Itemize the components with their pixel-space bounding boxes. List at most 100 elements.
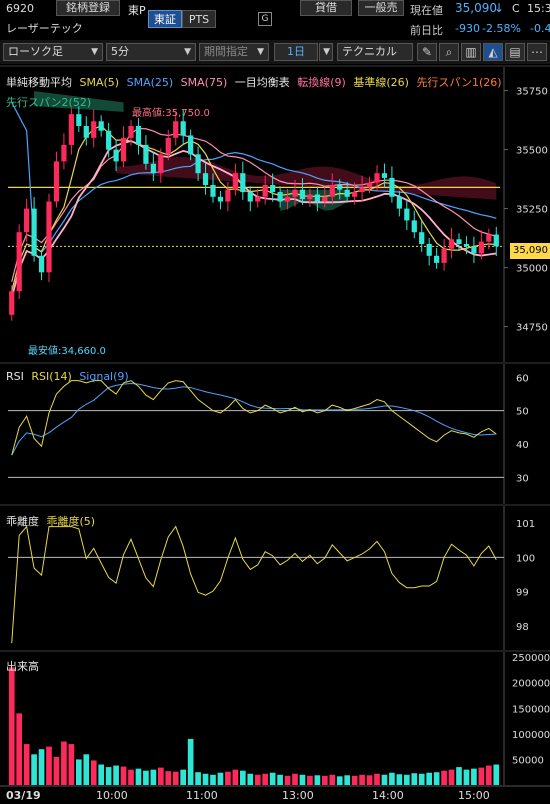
volume-bar	[418, 773, 425, 785]
period-label: 期間指定	[204, 45, 248, 58]
extra-icon[interactable]: ⋯	[527, 43, 547, 61]
candle-body	[61, 144, 67, 162]
candle-body	[277, 192, 283, 202]
volume-y-tick: 200000	[512, 679, 550, 690]
chevron-down-icon: ▼	[323, 47, 330, 57]
main-y-tick: 35000	[516, 264, 548, 275]
range-button[interactable]: 1日	[274, 43, 318, 61]
candle-icon[interactable]: ▤	[505, 43, 525, 61]
x-label-1000: 10:00	[96, 789, 128, 802]
volume-bar	[202, 773, 209, 785]
candle-body	[366, 182, 373, 188]
legend-ichimoku: 一目均衡表	[234, 76, 290, 89]
volume-bar	[336, 776, 343, 785]
volume-bar	[262, 773, 269, 785]
volume-bar	[113, 765, 119, 785]
candle-body	[173, 121, 179, 138]
volume-bar	[403, 774, 410, 785]
chevron-down-icon: ▼	[257, 47, 264, 57]
tab-pts[interactable]: PTS	[182, 10, 216, 28]
sma5-line	[11, 125, 497, 292]
bar-icon[interactable]: ▥	[461, 43, 481, 61]
volume-bar	[471, 768, 477, 785]
candle-body	[456, 239, 462, 244]
candle-body	[389, 177, 395, 197]
chart-type-label: ローソク足	[8, 45, 63, 58]
volume-bar	[292, 773, 298, 785]
volume-bar	[135, 768, 142, 785]
volume-bar	[98, 764, 105, 785]
volume-bar	[53, 756, 60, 785]
volume-bar	[150, 769, 157, 785]
volume-bar	[307, 775, 313, 785]
volume-bar	[485, 765, 492, 785]
legend-signal: Signal(9)	[79, 370, 129, 383]
pencil-icon[interactable]: ✎	[417, 43, 437, 61]
register-button[interactable]: 銘柄登録	[56, 0, 120, 16]
main-y-tick: 35750	[516, 87, 548, 98]
zoom-icon[interactable]: ⌕	[439, 43, 459, 61]
volume-bar	[456, 767, 462, 785]
legend-sma75: SMA(75)	[180, 76, 228, 89]
range-dropdown[interactable]: ▼	[319, 43, 333, 61]
candle-body	[471, 246, 477, 254]
candle-body	[493, 234, 499, 247]
volume-legend: 出来高	[6, 658, 43, 674]
candle-body	[24, 208, 30, 233]
candle-body	[284, 196, 291, 202]
lend-badge: 貸借	[300, 0, 352, 16]
candle-body	[381, 173, 388, 178]
volume-bar	[225, 771, 231, 785]
candle-body	[150, 163, 156, 174]
volume-bar	[277, 774, 283, 785]
volume-bar	[210, 774, 216, 785]
legend-span1: 先行スパン1(26)	[416, 76, 502, 89]
candle-body	[128, 126, 134, 138]
volume-bar	[90, 760, 97, 785]
chevron-down-icon: ▼	[91, 47, 98, 57]
candle-body	[165, 137, 171, 155]
candle-body	[329, 185, 335, 197]
candle-body	[135, 126, 142, 145]
candle-body	[262, 185, 268, 197]
area-icon[interactable]: ◭	[483, 43, 503, 61]
c-label: C	[512, 2, 520, 15]
volume-bar	[329, 774, 336, 785]
candle-body	[344, 189, 350, 197]
volume-bar	[433, 772, 440, 785]
volume-bar	[120, 766, 127, 785]
period-select[interactable]: 期間指定 ▼	[199, 43, 269, 61]
prev-label: 前日比	[410, 24, 443, 37]
volume-bar	[321, 775, 328, 785]
candle-body	[434, 255, 440, 263]
down-arrow-icon: ↓	[494, 1, 505, 15]
x-label-1400: 14:00	[372, 789, 404, 802]
volume-bar	[195, 772, 201, 785]
candle-body	[448, 239, 455, 249]
candle-body	[217, 196, 224, 202]
g-icon[interactable]: G	[258, 12, 272, 26]
candle-body	[270, 185, 276, 193]
interval-select[interactable]: 5分 ▼	[106, 43, 196, 61]
volume-bar	[448, 769, 455, 785]
volume-y-tick: 50000	[512, 755, 544, 766]
candle-body	[120, 137, 127, 162]
candle-body	[83, 126, 89, 138]
chart-type-select[interactable]: ローソク足 ▼	[3, 43, 103, 61]
legend-sma5: SMA(5)	[79, 76, 120, 89]
legend-tenkan: 転換線(9)	[297, 76, 346, 89]
candle-body	[202, 173, 209, 185]
legend-volume-title: 出来高	[6, 660, 39, 673]
volume-bar	[359, 774, 365, 785]
candle-body	[113, 149, 119, 162]
current-price-tag: 35,090	[510, 243, 550, 259]
tab-tosho[interactable]: 東証	[148, 10, 182, 28]
candle-body	[158, 154, 164, 174]
volume-bar	[493, 764, 500, 785]
volume-bar	[344, 775, 351, 785]
candle-body	[463, 244, 470, 247]
sma25-line	[11, 102, 497, 253]
technical-button[interactable]: テクニカル	[337, 43, 413, 61]
volume-bar	[463, 769, 470, 785]
